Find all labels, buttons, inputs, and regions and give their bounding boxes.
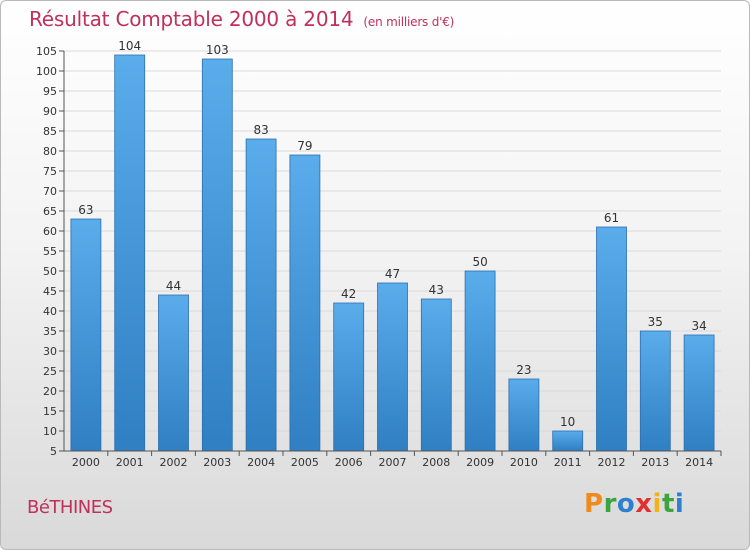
x-tick-label: 2005 [291,456,319,469]
y-tick-label: 5 [50,445,57,458]
bar [158,294,189,452]
logo-letter: r [603,489,617,519]
bar-value-label: 23 [516,363,531,377]
y-tick-label: 60 [43,225,57,238]
bar [377,282,408,452]
bar [289,154,321,452]
bars: 63 104 44 103 83 79 42 47 43 50 23 10 61 35 34 [70,39,715,452]
bar-value-label: 79 [297,139,312,153]
y-tick-label: 25 [43,365,57,378]
bar [596,226,627,452]
bar [114,54,146,452]
y-tick-label: 50 [43,265,57,278]
x-tick-label: 2013 [641,456,669,469]
bar-value-label: 63 [78,203,93,217]
y-tick-label: 15 [43,405,57,418]
logo-letter: P [584,489,604,519]
chart-title: Résultat Comptable 2000 à 2014 (en millie… [29,7,454,31]
x-tick-label: 2010 [510,456,538,469]
x-tick-label: 2001 [116,456,144,469]
y-tick-label: 20 [43,385,57,398]
chart-subtitle: (en milliers d'€) [363,15,455,29]
x-tick-label: 2012 [598,456,626,469]
y-tick-label: 10 [43,425,57,438]
x-tick-label: 2004 [247,456,275,469]
logo-letter: i [652,489,662,519]
bar [508,378,540,452]
x-tick-label: 2002 [160,456,188,469]
bar-value-label: 35 [648,315,663,329]
bar [683,334,715,452]
y-tick-label: 105 [36,45,57,58]
bar [420,298,452,452]
bar [552,430,584,452]
x-tick-label: 2008 [422,456,450,469]
bar [333,302,365,452]
bar-value-label: 103 [206,43,229,57]
logo-letter: i [674,489,685,519]
bar-value-label: 44 [166,279,181,293]
x-tick-label: 2009 [466,456,494,469]
town-name: BéTHINES [27,497,113,518]
y-axis: 5 10 15 20 25 30 35 40 45 50 55 60 65 70 75 80 85 90 95 100… [36,45,65,458]
y-tick-label: 70 [43,185,57,198]
x-tick-label: 2006 [335,456,363,469]
bar-value-label: 83 [253,123,268,137]
bar-value-label: 42 [341,287,356,301]
logo-letter: t [661,489,675,519]
x-axis: 2000 2001 2002 2003 2004 2005 2006 2007 2008 2009… [64,450,722,469]
y-tick-label: 90 [43,105,57,118]
y-tick-label: 55 [43,245,57,258]
bar-value-label: 10 [560,415,575,429]
y-tick-label: 80 [43,145,57,158]
proxiti-logo[interactable]: Proxiti [584,489,684,519]
bar-value-label: 104 [118,39,141,53]
y-tick-label: 85 [43,125,57,138]
y-tick-label: 65 [43,205,57,218]
x-tick-label: 2011 [554,456,582,469]
y-tick-label: 100 [36,65,57,78]
x-tick-label: 2014 [685,456,713,469]
bar-value-label: 61 [604,211,619,225]
bar-value-label: 47 [385,267,400,281]
x-tick-label: 2003 [203,456,231,469]
bar [70,218,102,452]
logo-letter: x [635,489,653,519]
bar-value-label: 43 [429,283,444,297]
y-tick-label: 45 [43,285,57,298]
bar-value-label: 34 [691,319,706,333]
x-tick-label: 2007 [379,456,407,469]
bar [464,270,496,452]
y-tick-label: 35 [43,325,57,338]
x-tick-label: 2000 [72,456,100,469]
bar [639,330,671,452]
y-tick-label: 75 [43,165,57,178]
chart-title-text: Résultat Comptable 2000 à 2014 [29,7,354,31]
bar [245,138,277,452]
y-tick-label: 95 [43,85,57,98]
y-tick-label: 30 [43,345,57,358]
logo-letter: o [616,489,636,519]
bar [201,58,233,452]
y-tick-label: 40 [43,305,57,318]
bar-value-label: 50 [472,255,487,269]
